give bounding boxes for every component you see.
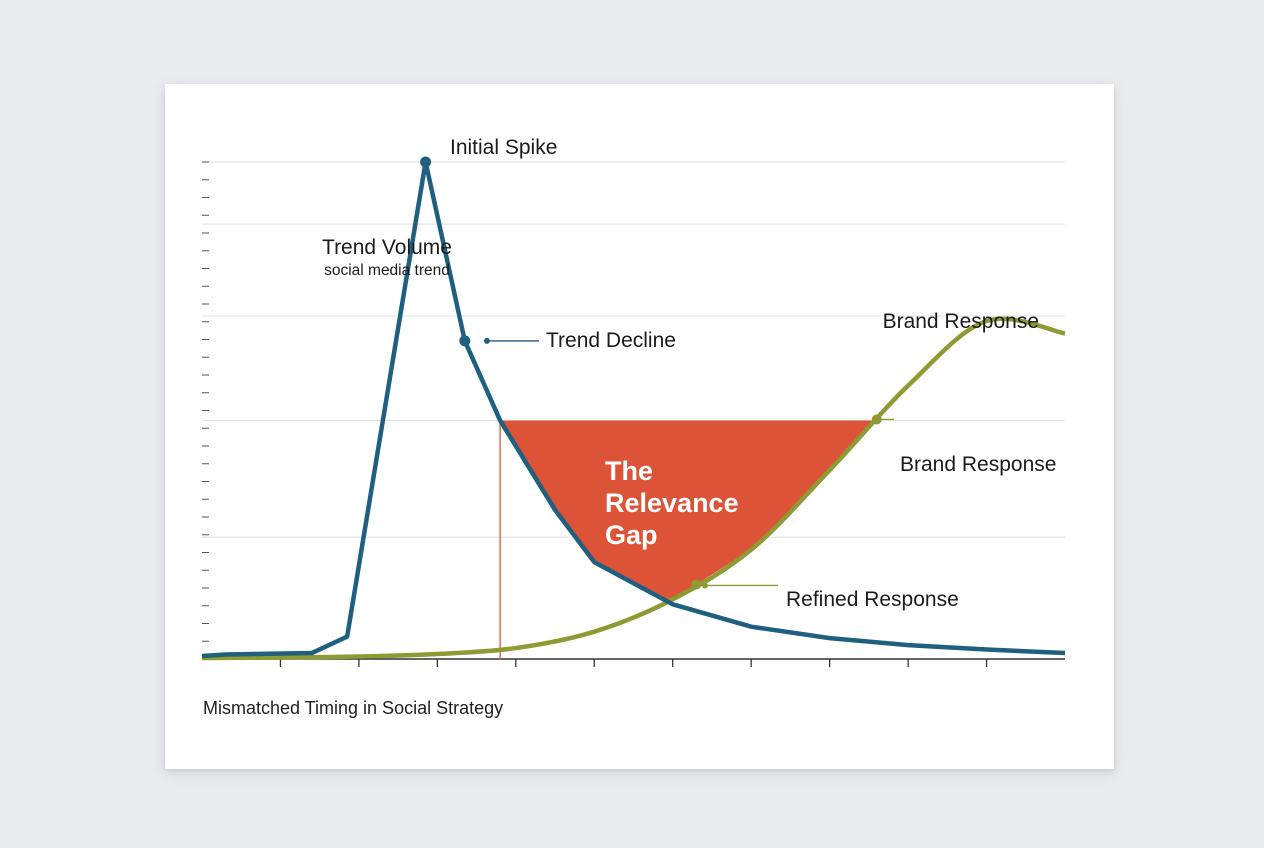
gap-label-line-3: Gap: [605, 520, 658, 550]
y-axis-ticks: [202, 161, 209, 660]
y-axis-label: Trend Volume: [322, 236, 452, 259]
chart: Trend Volume social media trend Initial …: [201, 136, 1066, 667]
brand-response-line: [201, 316, 1066, 661]
annotation-refined-response: Refined Response: [786, 588, 959, 611]
trend-decline-point: [459, 335, 471, 347]
gap-label-line-1: The: [605, 456, 653, 486]
gap-label-line-2: Relevance: [605, 488, 739, 518]
trend-volume-line: [201, 159, 1066, 659]
annotation-initial-spike: Initial Spike: [450, 136, 557, 159]
x-axis: [202, 658, 1065, 667]
initial-spike-point: [420, 156, 432, 168]
relevance-gap-region: [500, 420, 907, 602]
annotation-marks: [420, 156, 894, 590]
annotation-brand-response-top: Brand Response: [883, 310, 1039, 333]
chart-title: Mismatched Timing in Social Strategy: [203, 698, 504, 718]
annotation-brand-response-mid: Brand Response: [900, 453, 1056, 476]
y-axis-sublabel: social media trend: [324, 262, 450, 279]
refined-response-point: [691, 579, 702, 590]
chart-card: Trend Volume social media trend Initial …: [165, 84, 1114, 769]
relevance-gap-label: The Relevance Gap: [605, 456, 739, 550]
annotation-trend-decline: Trend Decline: [546, 329, 676, 352]
